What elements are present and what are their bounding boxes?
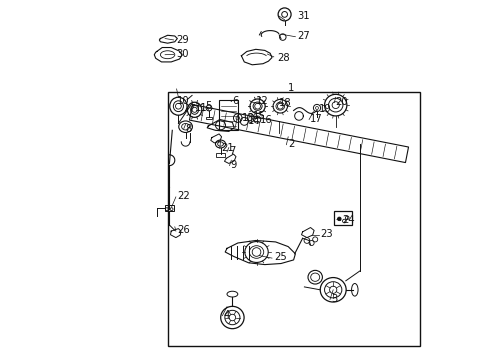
- Text: 17: 17: [310, 114, 322, 124]
- Text: 6: 6: [232, 96, 239, 106]
- Polygon shape: [190, 104, 409, 163]
- Bar: [165, 205, 174, 211]
- Text: 16: 16: [259, 114, 272, 125]
- Text: 29: 29: [176, 35, 189, 45]
- Text: 13: 13: [242, 113, 254, 123]
- Bar: [216, 153, 225, 157]
- Polygon shape: [211, 134, 221, 143]
- Text: 26: 26: [177, 225, 190, 235]
- Text: 14: 14: [248, 116, 261, 126]
- Text: 1: 1: [288, 83, 294, 93]
- Text: 24: 24: [342, 215, 355, 225]
- Polygon shape: [207, 120, 234, 131]
- Text: 2: 2: [288, 139, 294, 149]
- Circle shape: [338, 217, 341, 221]
- Polygon shape: [242, 49, 272, 65]
- Polygon shape: [154, 48, 182, 62]
- Text: 4: 4: [223, 310, 230, 320]
- Text: 15: 15: [253, 111, 266, 121]
- Polygon shape: [224, 154, 236, 163]
- Text: 12: 12: [256, 96, 269, 106]
- Text: 8: 8: [186, 123, 192, 134]
- Bar: [206, 117, 212, 119]
- Text: 21: 21: [221, 143, 234, 153]
- Polygon shape: [171, 229, 181, 238]
- Text: 25: 25: [274, 252, 287, 262]
- Bar: [219, 100, 238, 130]
- Text: 30: 30: [176, 49, 189, 59]
- Bar: [168, 92, 419, 346]
- Text: 23: 23: [320, 229, 333, 239]
- Text: 18: 18: [279, 98, 292, 108]
- Text: 20: 20: [335, 96, 347, 107]
- Text: 10: 10: [176, 96, 189, 106]
- Text: 28: 28: [277, 53, 290, 63]
- Text: 9: 9: [231, 160, 237, 170]
- Text: 11: 11: [195, 103, 207, 113]
- Bar: [334, 211, 351, 225]
- Polygon shape: [159, 35, 177, 43]
- Text: 31: 31: [297, 11, 310, 21]
- Text: 27: 27: [297, 31, 310, 41]
- Text: 7: 7: [229, 146, 235, 156]
- Polygon shape: [225, 240, 295, 265]
- Text: 3: 3: [331, 294, 338, 304]
- Polygon shape: [301, 228, 314, 238]
- Text: 5: 5: [205, 101, 212, 111]
- Text: 22: 22: [177, 191, 190, 201]
- Text: 19: 19: [319, 104, 332, 114]
